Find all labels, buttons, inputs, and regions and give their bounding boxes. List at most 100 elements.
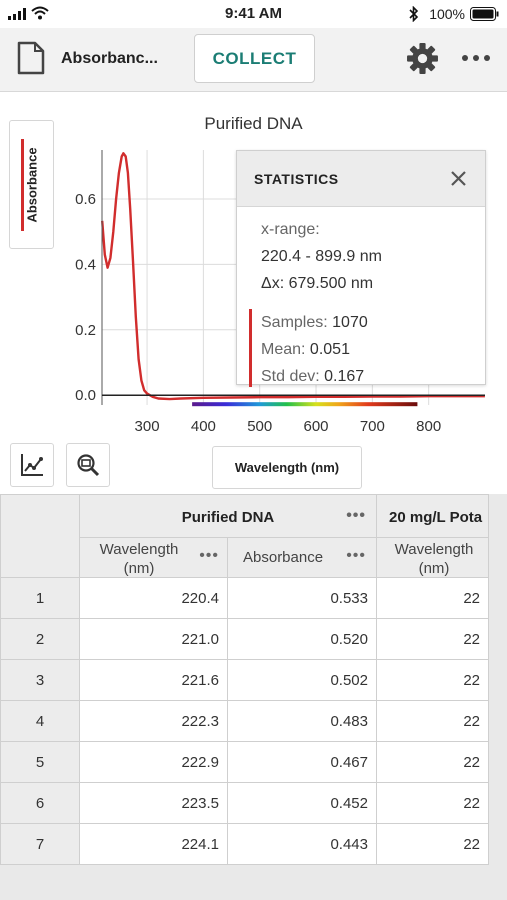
stat-delta-x: Δx: 679.500 nm — [261, 275, 374, 292]
row-number: 6 — [0, 782, 80, 824]
wavelength-cell[interactable]: 22 — [376, 700, 489, 742]
stat-std: Std dev: 0.167 — [261, 368, 364, 386]
x-tick-label: 700 — [360, 418, 385, 435]
x-tick-label: 800 — [416, 418, 441, 435]
wavelength-cell[interactable]: 22 — [376, 741, 489, 783]
y-axis-legend-button[interactable]: Absorbance — [9, 120, 54, 249]
table-row[interactable]: 7 224.1 0.443 22 — [0, 823, 489, 865]
stat-samples-label: Samples: — [261, 314, 328, 331]
x-tick-label: 500 — [247, 418, 272, 435]
stat-xrange-label: x-range: — [261, 221, 320, 238]
y-tick-label: 0.6 — [75, 191, 96, 208]
stat-samples: Samples: 1070 — [261, 314, 368, 332]
absorbance-cell[interactable]: 0.502 — [227, 659, 377, 701]
status-bar: 9:41 AM 100% — [0, 0, 507, 28]
bluetooth-icon — [409, 6, 419, 22]
wavelength-cell[interactable]: 221.6 — [79, 659, 228, 701]
absorbance-cell[interactable]: 0.467 — [227, 741, 377, 783]
wavelength-cell[interactable]: 22 — [376, 577, 489, 619]
absorbance-cell[interactable]: 0.452 — [227, 782, 377, 824]
column-group-name: 20 mg/L Pota — [389, 509, 483, 526]
column-header-label: Wavelength (nm) — [394, 541, 474, 577]
wavelength-cell[interactable]: 22 — [376, 782, 489, 824]
column-header-absorbance[interactable]: Absorbance ••• — [227, 537, 377, 578]
data-series — [101, 152, 485, 401]
x-tick-label: 400 — [191, 418, 216, 435]
wavelength-cell[interactable]: 22 — [376, 823, 489, 865]
wavelength-cell[interactable]: 220.4 — [79, 577, 228, 619]
more-icon[interactable] — [461, 54, 491, 62]
wavelength-cell[interactable]: 222.9 — [79, 741, 228, 783]
table-row[interactable]: 5 222.9 0.467 22 — [0, 741, 489, 783]
wavelength-cell[interactable]: 221.0 — [79, 618, 228, 660]
x-tick-label: 600 — [304, 418, 329, 435]
series-swatch — [21, 139, 24, 231]
status-time: 9:41 AM — [225, 5, 282, 22]
absorbance-cell[interactable]: 0.520 — [227, 618, 377, 660]
stat-mean-value: 0.051 — [309, 341, 350, 358]
y-tick-label: 0.2 — [75, 322, 96, 339]
row-number-header — [0, 494, 80, 578]
statistics-header: STATISTICS — [237, 151, 485, 207]
data-table: Purified DNA ••• 20 mg/L Pota Wavelength… — [0, 494, 489, 865]
data-table-panel[interactable]: Purified DNA ••• 20 mg/L Pota Wavelength… — [0, 494, 507, 900]
column-header-wavelength[interactable]: Wavelength (nm) — [376, 537, 489, 578]
column-menu-icon[interactable]: ••• — [346, 547, 366, 564]
column-header-label: Absorbance — [243, 549, 324, 566]
wavelength-cell[interactable]: 223.5 — [79, 782, 228, 824]
zoom-button[interactable] — [66, 443, 110, 487]
absorbance-cell[interactable]: 0.483 — [227, 700, 377, 742]
absorbance-cell[interactable]: 0.443 — [227, 823, 377, 865]
stat-mean: Mean: 0.051 — [261, 341, 350, 359]
absorbance-line — [101, 152, 485, 401]
column-group-header[interactable]: 20 mg/L Pota — [376, 494, 489, 538]
table-row[interactable]: 6 223.5 0.452 22 — [0, 782, 489, 824]
x-tick-labels: 300 400 500 600 700 800 — [135, 418, 442, 435]
signal-icon — [8, 8, 26, 20]
x-tick-label: 300 — [135, 418, 160, 435]
table-row[interactable]: 4 222.3 0.483 22 — [0, 700, 489, 742]
column-header-wavelength[interactable]: Wavelength (nm) ••• — [79, 537, 228, 578]
x-axis-label-button[interactable]: Wavelength (nm) — [212, 446, 362, 489]
graph-options-button[interactable] — [10, 443, 54, 487]
row-number: 5 — [0, 741, 80, 783]
column-group-header[interactable]: Purified DNA ••• — [79, 494, 377, 538]
wavelength-cell[interactable]: 22 — [376, 618, 489, 660]
file-title[interactable]: Absorbanc... — [61, 50, 158, 67]
stat-mean-label: Mean: — [261, 341, 306, 358]
column-menu-icon[interactable]: ••• — [346, 507, 366, 524]
close-icon[interactable] — [450, 170, 467, 187]
series-swatch — [249, 309, 252, 387]
absorbance-cell[interactable]: 0.533 — [227, 577, 377, 619]
zoom-icon — [77, 454, 100, 477]
y-axis-label: Absorbance — [24, 146, 39, 223]
row-number: 3 — [0, 659, 80, 701]
y-tick-label: 0.0 — [75, 387, 96, 404]
collect-button[interactable]: COLLECT — [194, 34, 315, 83]
chart-title: Purified DNA — [204, 114, 303, 133]
wavelength-cell[interactable]: 224.1 — [79, 823, 228, 865]
table-row[interactable]: 1 220.4 0.533 22 — [0, 577, 489, 619]
table-body: 1 220.4 0.533 22 2 221.0 0.520 22 3 221.6 0.502 22 4… — [0, 577, 489, 865]
stat-samples-value: 1070 — [332, 314, 368, 331]
battery-percent: 100% — [429, 6, 465, 22]
table-row[interactable]: 2 221.0 0.520 22 — [0, 618, 489, 660]
spectrum-bar — [192, 402, 418, 407]
row-number: 2 — [0, 618, 80, 660]
wavelength-cell[interactable]: 222.3 — [79, 700, 228, 742]
visible-spectrum-strip — [192, 402, 418, 407]
stat-std-label: Std dev: — [261, 368, 320, 385]
graph-options-icon — [21, 454, 43, 476]
y-tick-label: 0.4 — [75, 256, 96, 273]
battery-icon — [470, 7, 499, 21]
table-row[interactable]: 3 221.6 0.502 22 — [0, 659, 489, 701]
gear-icon[interactable] — [406, 42, 439, 75]
document-icon[interactable] — [17, 41, 45, 75]
chart-axes — [101, 150, 485, 405]
wavelength-cell[interactable]: 22 — [376, 659, 489, 701]
row-number: 7 — [0, 823, 80, 865]
wifi-icon — [31, 6, 49, 20]
app-toolbar: Absorbanc... COLLECT — [0, 28, 507, 92]
column-menu-icon[interactable]: ••• — [199, 547, 219, 564]
column-group-name: Purified DNA — [181, 509, 275, 526]
